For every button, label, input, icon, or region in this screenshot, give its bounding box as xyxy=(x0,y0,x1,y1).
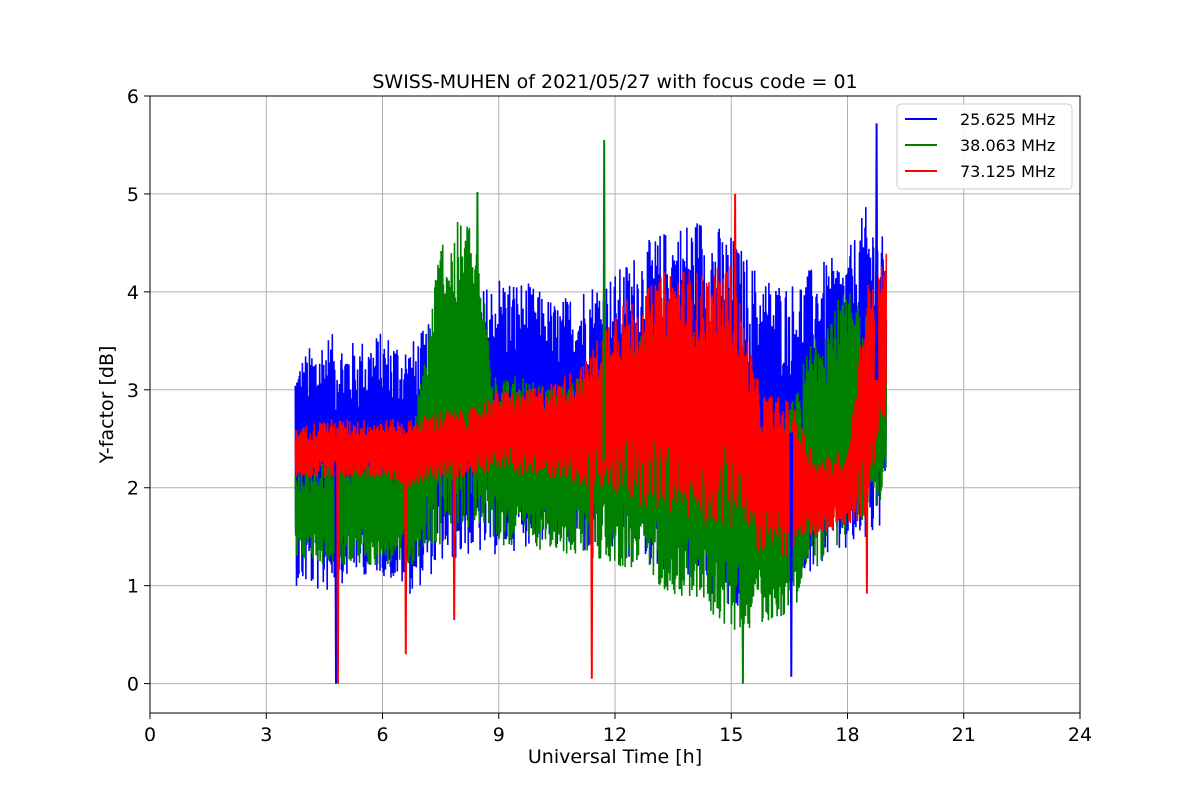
y-tick-label: 2 xyxy=(127,478,139,500)
x-tick-label: 15 xyxy=(719,724,743,746)
x-tick-label: 24 xyxy=(1068,724,1092,746)
series-spike xyxy=(789,432,794,677)
series-line-0 xyxy=(294,207,888,606)
series-spike xyxy=(404,452,408,655)
y-axis: 0 1 2 3 4 5 6 xyxy=(127,86,150,696)
x-tick-label: 6 xyxy=(376,724,388,746)
x-tick-label: 18 xyxy=(835,724,859,746)
series-spike xyxy=(452,443,456,621)
x-axis-title: Universal Time [h] xyxy=(528,746,702,768)
x-tick-label: 0 xyxy=(144,724,156,746)
plot-area xyxy=(294,123,888,684)
y-tick-label: 0 xyxy=(127,674,139,696)
y-axis-title: Y-factor [dB] xyxy=(96,346,118,465)
y-tick-label: 1 xyxy=(127,576,139,598)
series-spike xyxy=(733,193,737,406)
x-axis: 0 3 6 9 12 15 18 21 24 xyxy=(144,713,1092,746)
series-spike xyxy=(865,399,869,594)
x-tick-label: 9 xyxy=(493,724,505,746)
legend-label: 38.063 MHz xyxy=(960,136,1055,155)
y-tick-label: 4 xyxy=(127,282,139,304)
legend-label: 73.125 MHz xyxy=(960,162,1055,181)
legend-label: 25.625 MHz xyxy=(960,110,1055,129)
series-spike xyxy=(874,123,879,381)
y-tick-label: 5 xyxy=(127,184,139,206)
series-spike xyxy=(475,191,480,394)
x-tick-label: 21 xyxy=(952,724,976,746)
series-spike xyxy=(741,507,745,684)
legend: 25.625 MHz 38.063 MHz 73.125 MHz xyxy=(896,103,1073,190)
chart-title: SWISS-MUHEN of 2021/05/27 with focus cod… xyxy=(372,71,857,93)
series-spike xyxy=(336,448,340,684)
y-tick-label: 3 xyxy=(127,380,139,402)
series-spike xyxy=(590,419,594,679)
legend-box xyxy=(896,103,1073,190)
series-spike xyxy=(602,140,606,461)
y-tick-label: 6 xyxy=(127,86,139,108)
x-tick-label: 3 xyxy=(260,724,272,746)
series-line-2 xyxy=(294,253,888,556)
x-tick-label: 12 xyxy=(603,724,627,746)
